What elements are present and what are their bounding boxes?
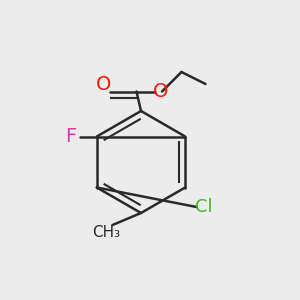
Text: O: O (153, 82, 168, 101)
Text: CH₃: CH₃ (92, 225, 121, 240)
Text: O: O (96, 74, 111, 94)
Text: Cl: Cl (195, 198, 213, 216)
Text: F: F (65, 127, 76, 146)
